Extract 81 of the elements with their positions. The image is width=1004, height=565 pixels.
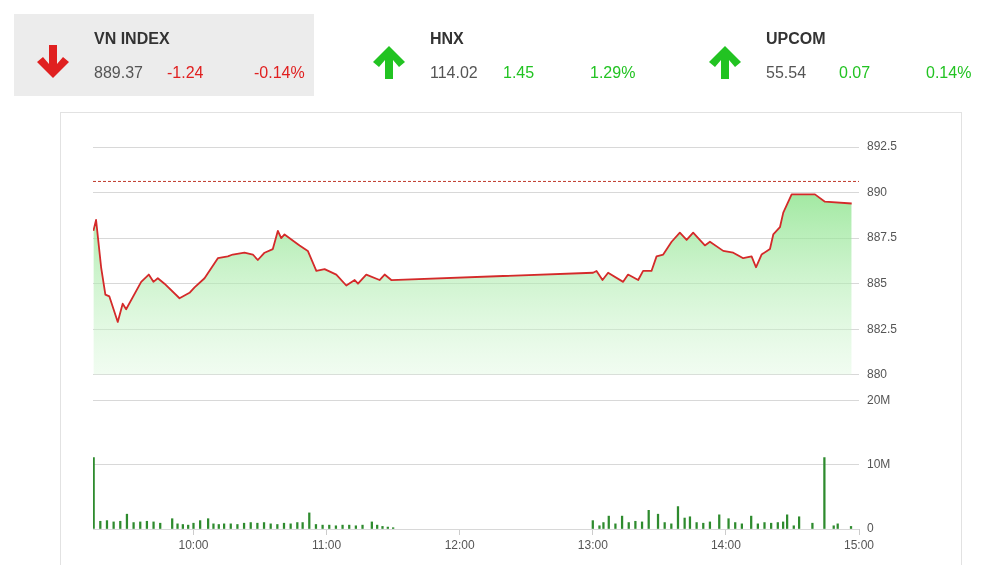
bar bbox=[192, 522, 195, 529]
bar bbox=[602, 522, 605, 529]
bar bbox=[314, 524, 318, 529]
x-tick-label: 15:00 bbox=[843, 537, 875, 552]
bar bbox=[832, 525, 835, 529]
y-tick-label: 0 bbox=[867, 521, 874, 536]
bar bbox=[207, 518, 210, 529]
bar bbox=[797, 516, 801, 529]
bar bbox=[607, 515, 610, 529]
bar bbox=[695, 522, 698, 529]
x-tick-label: 10:00 bbox=[178, 537, 209, 552]
text: 0.14% bbox=[926, 64, 972, 82]
text: -1.24 bbox=[167, 64, 204, 82]
bar bbox=[217, 524, 220, 529]
bar bbox=[341, 524, 344, 529]
bar bbox=[598, 525, 601, 529]
y-tick-label: 20M bbox=[867, 392, 891, 407]
text: 114.02 bbox=[430, 64, 478, 82]
bar bbox=[727, 518, 730, 529]
bar bbox=[93, 457, 95, 529]
bar bbox=[301, 522, 304, 529]
bar bbox=[811, 522, 814, 529]
text: VN INDEX bbox=[94, 30, 170, 48]
x-tick-label: 13:00 bbox=[577, 537, 609, 552]
bar bbox=[152, 521, 155, 529]
text: 889.37 bbox=[94, 64, 143, 82]
bar bbox=[334, 525, 338, 529]
bar bbox=[105, 520, 109, 529]
x-tick-label: 14:00 bbox=[710, 537, 742, 552]
bar bbox=[256, 522, 259, 529]
text: 0.07 bbox=[839, 64, 871, 82]
bar bbox=[591, 520, 594, 529]
bar bbox=[676, 506, 680, 529]
bar bbox=[354, 525, 358, 529]
bar bbox=[361, 524, 364, 529]
bar bbox=[176, 523, 179, 529]
y-tick-label: 10M bbox=[867, 456, 891, 471]
bar bbox=[614, 523, 617, 529]
bar bbox=[620, 515, 624, 529]
x-tick-label: 12:00 bbox=[444, 537, 476, 552]
bar bbox=[132, 522, 135, 529]
bar bbox=[199, 520, 202, 529]
x-tick-label: 11:00 bbox=[312, 537, 342, 552]
bar bbox=[750, 515, 753, 529]
text: HNX bbox=[430, 30, 464, 48]
bar bbox=[776, 522, 779, 529]
y-tick-label: 890 bbox=[867, 184, 888, 199]
bar bbox=[381, 526, 384, 529]
bar bbox=[734, 522, 737, 529]
text: 1.29% bbox=[590, 64, 636, 82]
bar bbox=[236, 524, 239, 529]
text: UPCOM bbox=[766, 30, 826, 48]
text: 1.45 bbox=[503, 64, 535, 82]
bar bbox=[171, 518, 174, 529]
bar bbox=[792, 525, 795, 529]
bar bbox=[702, 522, 705, 529]
bar bbox=[282, 522, 286, 529]
bar bbox=[249, 522, 252, 529]
bar bbox=[276, 524, 279, 529]
text: 55.54 bbox=[766, 64, 807, 82]
y-tick-label: 880 bbox=[867, 367, 888, 382]
bar bbox=[321, 524, 324, 529]
bar bbox=[262, 522, 266, 529]
bar bbox=[823, 457, 826, 529]
bar bbox=[634, 520, 637, 529]
bar bbox=[212, 523, 215, 529]
bar bbox=[770, 522, 773, 529]
bar bbox=[627, 522, 630, 529]
bar bbox=[763, 522, 766, 529]
bar bbox=[849, 526, 853, 529]
y-tick-label: 882.5 bbox=[867, 321, 898, 336]
y-tick-label: 885 bbox=[867, 275, 888, 290]
bar bbox=[688, 516, 692, 529]
bar bbox=[181, 524, 184, 529]
bar bbox=[242, 522, 246, 529]
y-tick-label: 892.5 bbox=[867, 139, 898, 154]
bar bbox=[663, 522, 666, 529]
text: -0.14% bbox=[254, 64, 305, 82]
bar bbox=[159, 522, 162, 529]
bar bbox=[296, 522, 299, 529]
y-tick-label: 887.5 bbox=[867, 230, 898, 245]
